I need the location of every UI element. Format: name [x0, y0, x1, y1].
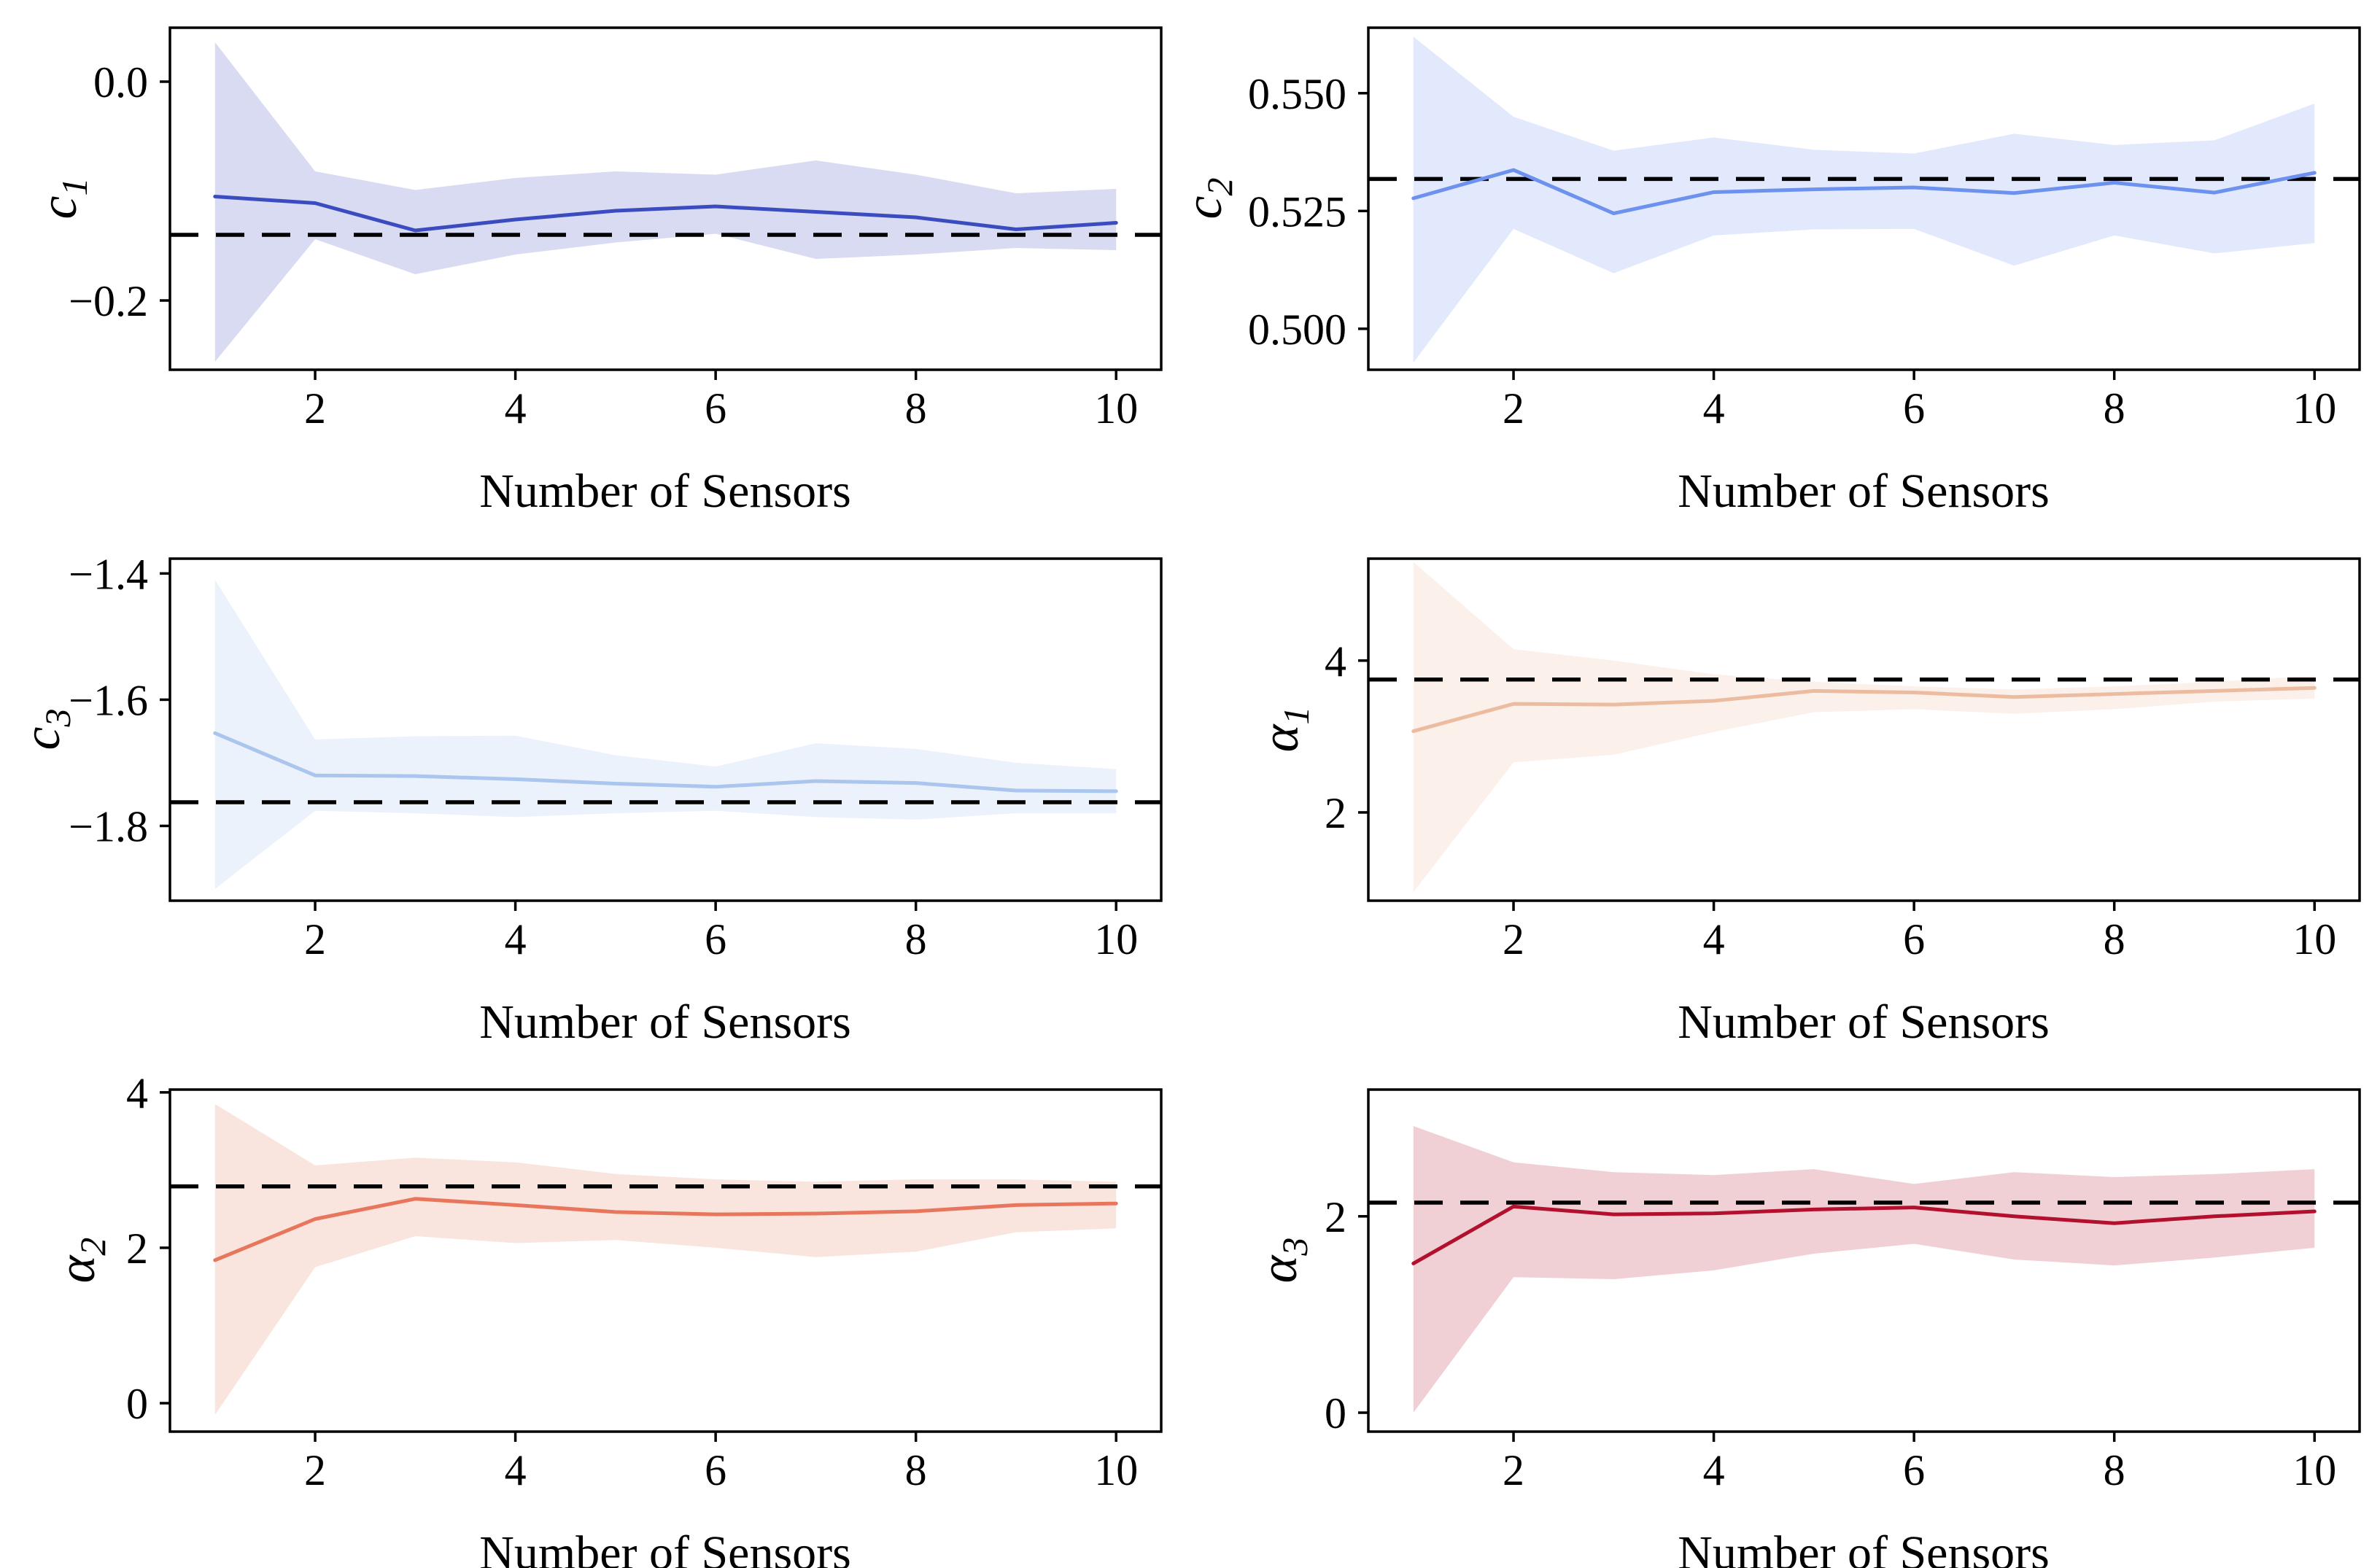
y-axis-label-c1: c1	[28, 178, 96, 220]
confidence-band-c2	[1413, 36, 2315, 363]
x-tick-label: 6	[705, 1446, 726, 1494]
axes-frame-c1	[168, 26, 1163, 371]
x-tick-label: 2	[304, 1446, 326, 1494]
x-tick-label: 6	[705, 915, 726, 963]
confidence-band-alpha2	[214, 1103, 1117, 1415]
x-axis-label: Number of Sensors	[1678, 465, 2050, 518]
panel-c1: 2 4 6 8 10 0.0 −0.2	[69, 26, 1163, 432]
x-tick-label: 4	[1703, 384, 1725, 432]
x-tick-label: 10	[1094, 1446, 1138, 1494]
y-tick-label: 4	[1325, 637, 1346, 686]
ylabel-base: α	[47, 1255, 106, 1284]
ylabel-base: c	[12, 726, 71, 750]
x-tick-label: 2	[1503, 1446, 1524, 1494]
confidence-band-c1	[214, 42, 1117, 362]
y-axis-label-alpha1: α1	[1250, 707, 1317, 753]
x-tick-label: 4	[505, 384, 527, 432]
x-tick-label: 10	[2292, 915, 2336, 963]
x-tick-label: 4	[505, 1446, 527, 1494]
mean-line-alpha1	[1411, 686, 2317, 734]
x-tick-label: 6	[1903, 1446, 1925, 1494]
x-tick-label: 4	[1703, 1446, 1725, 1494]
mean-line-c1	[213, 194, 1118, 233]
ylabel-sub: 3	[37, 708, 79, 727]
confidence-band-c3	[214, 579, 1117, 889]
y-tick-label: −1.4	[69, 550, 148, 598]
panel-c3: 2 4 6 8 10 −1.4 −1.6 −1.8	[69, 550, 1163, 963]
ylabel-sub: 2	[72, 1237, 114, 1256]
ylabel-base: α	[1250, 724, 1309, 753]
ylabel-sub: 2	[1199, 177, 1241, 196]
mean-line-alpha3	[1411, 1204, 2317, 1265]
y-tick-label: 0	[126, 1380, 148, 1428]
x-tick-label: 8	[2104, 915, 2125, 963]
axes-frame-alpha3	[1367, 1088, 2361, 1433]
panel-c2: 2 4 6 8 10 0.550 0.525 0.500	[1248, 26, 2361, 432]
axes-frame-c2	[1367, 26, 2361, 371]
y-axis-label-c3: c3	[12, 709, 79, 750]
panel-alpha1: 2 4 6 8 10 4 2	[1325, 557, 2361, 963]
ylabel-base: α	[1249, 1255, 1308, 1284]
y-tick-label: 4	[126, 1069, 148, 1117]
x-tick-label: 6	[705, 384, 726, 432]
ylabel-sub: 1	[54, 177, 96, 196]
axes-frame-alpha2	[168, 1088, 1163, 1433]
mean-line-alpha2	[213, 1197, 1118, 1262]
x-tick-label: 10	[2292, 1446, 2336, 1494]
x-tick-label: 10	[2292, 384, 2336, 432]
y-tick-label: 0.0	[93, 58, 148, 106]
x-tick-label: 2	[1503, 915, 1524, 963]
x-tick-label: 8	[905, 915, 927, 963]
x-tick-label: 6	[1903, 915, 1925, 963]
ylabel-base: c	[28, 195, 88, 220]
y-tick-label: 0.525	[1248, 187, 1346, 236]
mean-line-c2	[1411, 168, 2317, 216]
axes-frame-c3	[168, 557, 1163, 902]
confidence-band-alpha1	[1413, 562, 2315, 893]
y-tick-label: −1.6	[69, 676, 148, 724]
y-tick-label: 0	[1325, 1389, 1346, 1437]
x-tick-label: 10	[1094, 915, 1138, 963]
x-axis-label: Number of Sensors	[1678, 1526, 2050, 1568]
x-axis-label: Number of Sensors	[479, 465, 851, 518]
x-tick-label: 8	[2104, 384, 2125, 432]
y-axis-label-alpha3: α3	[1249, 1238, 1316, 1284]
x-axis-label: Number of Sensors	[479, 995, 851, 1049]
panel-alpha3: 2 4 6 8 10 2 0	[1325, 1088, 2361, 1494]
axes-frame-alpha1	[1367, 557, 2361, 902]
y-axis-label-c2: c2	[1174, 178, 1241, 220]
x-tick-label: 2	[304, 915, 326, 963]
confidence-band-alpha3	[1413, 1125, 2315, 1413]
y-tick-label: 2	[126, 1224, 148, 1273]
x-tick-label: 6	[1903, 384, 1925, 432]
panel-alpha2: 2 4 6 8 10 4 2 0	[126, 1069, 1163, 1494]
x-axis-label: Number of Sensors	[1678, 995, 2050, 1049]
mean-line-c3	[213, 731, 1118, 793]
x-tick-label: 4	[1703, 915, 1725, 963]
x-tick-label: 2	[1503, 384, 1524, 432]
y-tick-label: 0.550	[1248, 70, 1346, 118]
x-tick-label: 8	[905, 384, 927, 432]
x-tick-label: 4	[505, 915, 527, 963]
y-tick-label: −1.8	[69, 802, 148, 850]
ylabel-sub: 1	[1276, 706, 1317, 725]
ylabel-sub: 3	[1274, 1237, 1316, 1256]
x-tick-label: 8	[2104, 1446, 2125, 1494]
x-tick-label: 10	[1094, 384, 1138, 432]
y-tick-label: 0.500	[1248, 306, 1346, 354]
y-axis-label-alpha2: α2	[47, 1238, 114, 1284]
y-tick-label: 2	[1325, 789, 1346, 837]
x-tick-label: 2	[304, 384, 326, 432]
x-axis-label: Number of Sensors	[479, 1526, 851, 1568]
y-tick-label: 2	[1325, 1193, 1346, 1241]
ylabel-base: c	[1174, 195, 1233, 220]
y-tick-label: −0.2	[69, 277, 148, 325]
x-tick-label: 8	[905, 1446, 927, 1494]
